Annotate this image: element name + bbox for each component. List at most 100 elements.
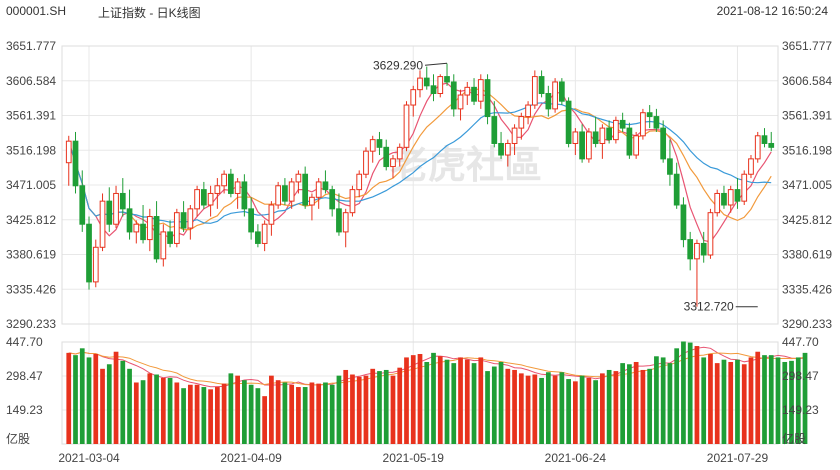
volume-tick-left: 149.23 bbox=[6, 403, 43, 417]
candle-body bbox=[255, 231, 261, 244]
volume-bar bbox=[593, 380, 598, 444]
candle-body bbox=[579, 131, 585, 160]
volume-bar bbox=[613, 371, 619, 444]
volume-bar bbox=[181, 388, 186, 444]
volume-bar bbox=[275, 380, 281, 444]
volume-bar bbox=[748, 357, 754, 444]
candle-body bbox=[491, 116, 498, 144]
candle-body bbox=[599, 127, 606, 144]
price-tick-right: 3561.391 bbox=[782, 109, 832, 123]
chart-title: 上证指数 - 日K线图 bbox=[98, 6, 201, 20]
candle-body bbox=[754, 135, 761, 160]
candle-body bbox=[153, 216, 160, 260]
candle-body bbox=[133, 223, 140, 233]
price-tick-left: 3335.426 bbox=[6, 282, 56, 296]
date-tick: 2021-07-29 bbox=[707, 451, 769, 465]
candle-body bbox=[390, 158, 396, 168]
volume-bar bbox=[221, 383, 227, 444]
volume-bar bbox=[701, 357, 707, 444]
volume-bar bbox=[600, 373, 605, 444]
volume-bar bbox=[640, 369, 646, 444]
price-tick-right: 3516.198 bbox=[782, 143, 832, 157]
price-tick-left: 3651.777 bbox=[6, 39, 56, 53]
volume-bar bbox=[282, 382, 288, 444]
candle-body bbox=[653, 116, 660, 129]
volume-bar bbox=[316, 383, 322, 444]
candle-body bbox=[673, 173, 680, 206]
price-tick-right: 3290.233 bbox=[782, 317, 832, 331]
volume-tick-right: 149.23 bbox=[782, 403, 819, 417]
volume-bar bbox=[627, 364, 632, 444]
volume-bar bbox=[539, 377, 544, 444]
candle-body bbox=[646, 112, 653, 118]
volume-bar bbox=[377, 371, 382, 444]
candle-body bbox=[180, 212, 187, 229]
volume-bar bbox=[559, 372, 565, 444]
candle-body bbox=[173, 212, 180, 244]
ma10-line bbox=[68, 88, 772, 231]
candle-body bbox=[430, 85, 437, 95]
candle-body bbox=[613, 119, 619, 141]
volume-bar bbox=[309, 382, 315, 444]
volume-bar bbox=[633, 361, 639, 444]
price-tick-left: 3606.584 bbox=[6, 74, 56, 88]
volume-bar bbox=[410, 355, 416, 444]
candle-body bbox=[92, 246, 99, 283]
volume-bar bbox=[296, 387, 301, 444]
candle-body bbox=[309, 196, 315, 206]
candle-body bbox=[565, 100, 572, 144]
candle-body bbox=[396, 146, 403, 160]
volume-bar bbox=[242, 380, 247, 444]
volume-bar bbox=[336, 375, 342, 444]
price-tick-left: 3425.812 bbox=[6, 213, 56, 227]
volume-bar bbox=[431, 352, 436, 444]
candle-body bbox=[525, 104, 531, 118]
volume-bar bbox=[478, 357, 484, 444]
volume-tick-left: 447.70 bbox=[6, 335, 43, 349]
candle-body bbox=[106, 200, 113, 225]
volume-bar bbox=[147, 373, 153, 444]
candle-body bbox=[538, 76, 545, 95]
volume-bar bbox=[728, 361, 734, 444]
candle-body bbox=[457, 94, 464, 110]
candle-body bbox=[349, 189, 356, 214]
candle-body bbox=[119, 192, 126, 210]
candle-body bbox=[417, 77, 423, 91]
candle-body bbox=[126, 208, 133, 233]
volume-bar bbox=[755, 351, 761, 444]
volume-bar bbox=[262, 396, 268, 444]
volume-bar bbox=[93, 354, 99, 444]
volume-unit-left: 亿股 bbox=[6, 431, 30, 446]
candle-body bbox=[214, 185, 221, 194]
volume-bar bbox=[248, 384, 254, 444]
candle-body bbox=[282, 185, 288, 202]
volume-bar bbox=[681, 341, 686, 444]
volume-bar bbox=[620, 363, 626, 444]
candle-body bbox=[86, 223, 92, 283]
candle-body bbox=[700, 242, 707, 256]
annotation-label: 3312.720 bbox=[684, 300, 734, 314]
volume-axis: 447.70 447.70 298.47 298.47 149.23 149.23 亿股 亿股 bbox=[6, 335, 819, 446]
candle-body bbox=[531, 76, 538, 106]
volume-bar bbox=[66, 352, 72, 444]
volume-bar bbox=[208, 389, 213, 444]
volume-bar bbox=[660, 357, 666, 444]
volume-bar bbox=[485, 371, 490, 444]
volume-bar bbox=[201, 387, 207, 444]
candle-body bbox=[660, 127, 667, 160]
candle-body bbox=[633, 135, 640, 156]
volume-bar bbox=[214, 387, 220, 444]
volume-bar bbox=[437, 356, 443, 444]
candle-body bbox=[721, 192, 727, 206]
candle-body bbox=[369, 139, 376, 152]
price-tick-right: 3471.005 bbox=[782, 178, 832, 192]
annotation-leader bbox=[424, 62, 448, 66]
volume-bar bbox=[255, 388, 261, 444]
volume-bar bbox=[721, 359, 727, 444]
timestamp-label: 2021-08-12 16:50:24 bbox=[716, 4, 828, 18]
annotation-label: 3629.290 bbox=[373, 58, 423, 72]
price-axis: 3651.777 3651.777 3606.584 3606.584 3561.391… bbox=[6, 39, 832, 331]
candle-body bbox=[248, 208, 254, 233]
candle-body bbox=[403, 104, 410, 148]
candle-body bbox=[761, 135, 768, 144]
